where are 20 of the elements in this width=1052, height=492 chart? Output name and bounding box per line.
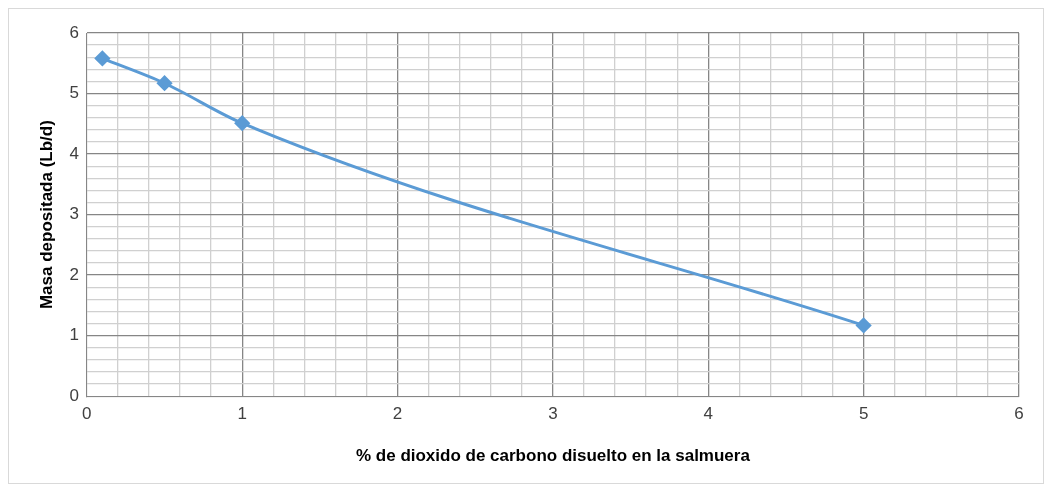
point bbox=[234, 115, 250, 131]
y-axis-title: Masa depositada (Lb/d) bbox=[36, 120, 56, 310]
x-tick-label: 3 bbox=[548, 404, 558, 424]
point bbox=[856, 317, 872, 333]
y-tick-label: 3 bbox=[69, 204, 79, 224]
x-tick-label: 1 bbox=[237, 404, 247, 424]
y-tick-label: 2 bbox=[69, 264, 79, 284]
y-tick-label: 1 bbox=[69, 325, 79, 345]
y-tick-label: 5 bbox=[69, 83, 79, 103]
x-axis-title: % de dioxido de carbono disuelto en la salmuera bbox=[355, 446, 751, 466]
x-tick-label: 2 bbox=[392, 404, 403, 424]
point bbox=[157, 75, 173, 91]
x-tick-label: 4 bbox=[703, 404, 714, 424]
x-tick-label: 0 bbox=[82, 404, 92, 424]
x-tick-label: 6 bbox=[1014, 404, 1024, 424]
point bbox=[94, 50, 110, 66]
y-tick-label: 6 bbox=[69, 22, 79, 42]
y-tick-label: 0 bbox=[69, 385, 79, 405]
y-tick-label: 4 bbox=[69, 143, 79, 163]
x-tick-label: 5 bbox=[858, 404, 869, 424]
